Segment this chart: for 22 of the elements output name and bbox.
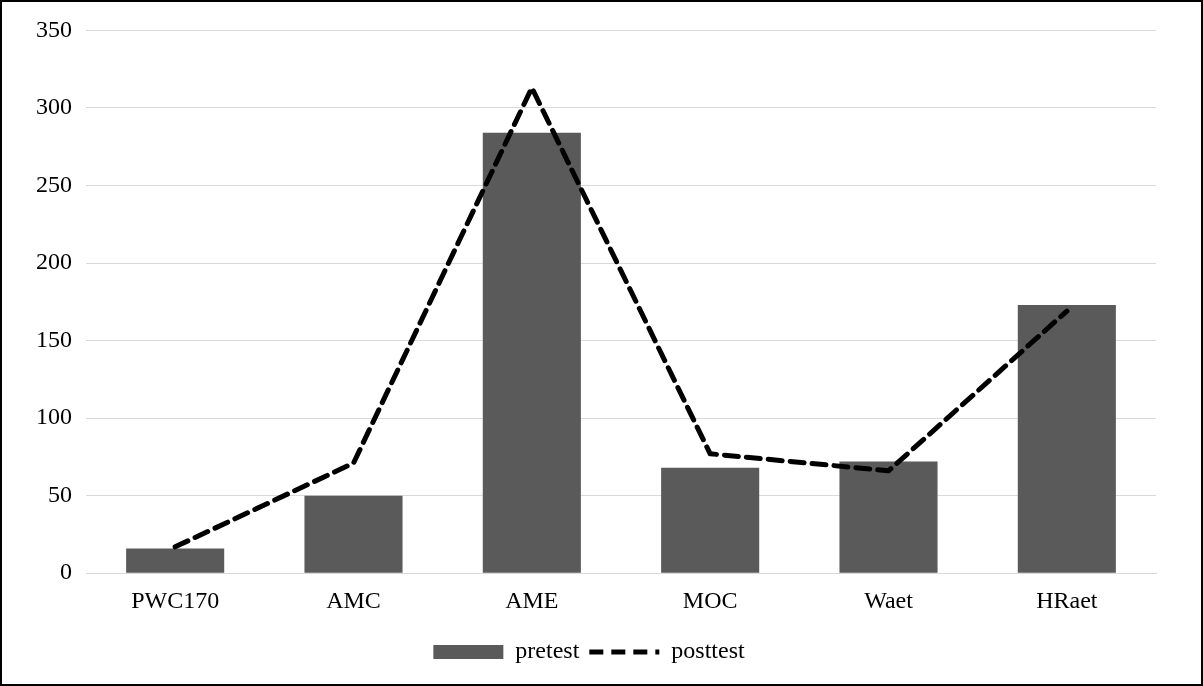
legend-label: posttest [671,637,745,664]
bar [839,461,938,573]
bar [1017,304,1116,573]
x-tick-label: PWC170 [131,586,220,613]
legend-label: pretest [515,637,580,664]
y-tick-label: 250 [36,170,72,197]
y-tick-label: 200 [36,248,72,275]
x-tick-label: AMC [326,586,381,613]
y-tick-label: 300 [36,93,72,120]
x-tick-label: Waet [864,586,914,613]
bar [126,548,225,573]
bar [304,495,403,573]
y-tick-label: 50 [48,480,72,507]
x-tick-label: AME [505,586,559,613]
bar [482,132,581,573]
x-tick-label: HRaet [1036,586,1098,613]
y-tick-label: 350 [36,15,72,42]
bar [661,467,760,573]
x-tick-label: MOC [682,586,738,613]
y-tick-label: 150 [36,325,72,352]
y-tick-label: 0 [60,558,72,585]
y-tick-label: 100 [36,403,72,430]
